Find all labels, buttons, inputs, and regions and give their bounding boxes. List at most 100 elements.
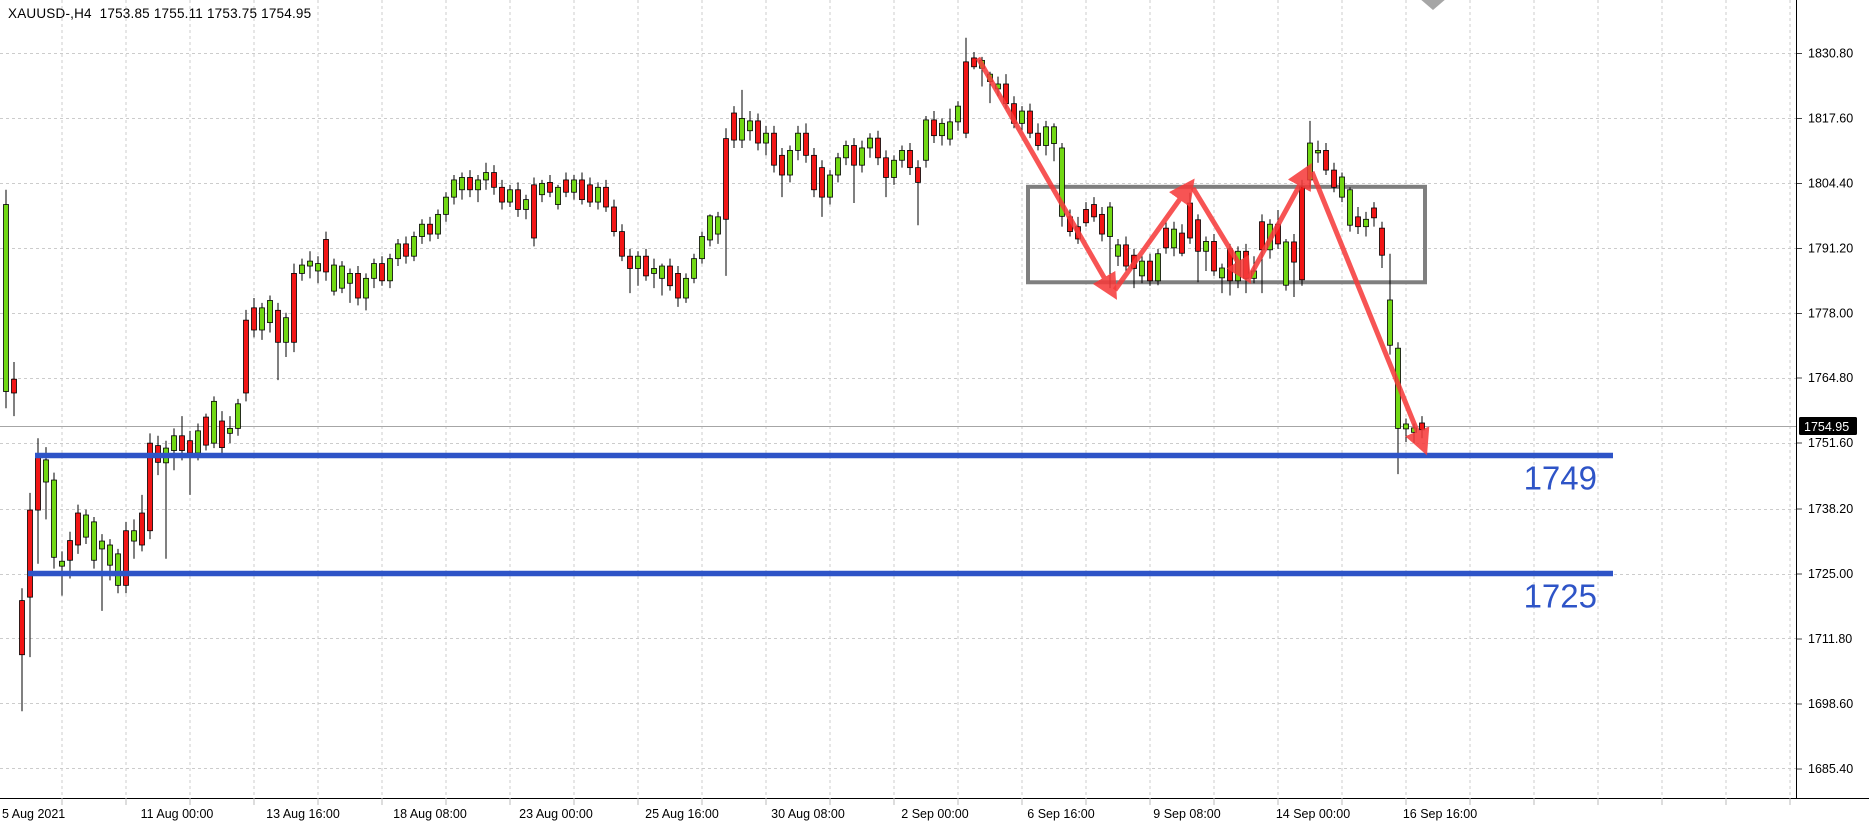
bull-candle [1115, 244, 1121, 257]
bear-candle [35, 456, 41, 511]
support-lines[interactable]: 1749 1725 [28, 452, 1613, 615]
support-line-label: 1749 [1524, 459, 1597, 496]
bull-candle [307, 260, 313, 267]
bear-candle [723, 138, 729, 220]
bull-candle [283, 317, 289, 343]
bear-candle [67, 540, 73, 561]
bull-candle [523, 199, 529, 210]
bear-candle [1379, 227, 1385, 256]
bear-candle [907, 150, 913, 169]
trend-arrow[interactable] [1309, 171, 1430, 456]
time-tick-label: 14 Sep 00:00 [1276, 807, 1350, 821]
bull-candle [923, 119, 929, 161]
bear-candle [675, 273, 681, 299]
bear-candle [579, 179, 585, 201]
bull-candle [707, 215, 713, 241]
price-tick-label: 1817.60 [1808, 111, 1853, 125]
bull-candle [195, 430, 201, 454]
bear-candle [603, 186, 609, 208]
bear-candle [963, 61, 969, 134]
bull-candle [843, 145, 849, 159]
bull-candle [1203, 241, 1209, 252]
bull-candle [1051, 126, 1057, 144]
bear-candle [931, 119, 937, 137]
bear-candle [251, 307, 257, 331]
bull-candle [651, 268, 657, 274]
bull-candle [419, 223, 425, 237]
price-tick-label: 1685.40 [1808, 762, 1853, 776]
price-scale[interactable]: 1830.80 1817.60 1804.40 1791.20 1778.00 1764.… [1797, 47, 1857, 776]
trend-arrow[interactable] [1112, 178, 1195, 292]
trend-arrow[interactable] [975, 56, 1117, 300]
bear-candle [587, 184, 593, 203]
price-tick-label: 1778.00 [1808, 306, 1853, 320]
price-tick-label: 1804.40 [1808, 176, 1853, 190]
autoscroll-icon[interactable] [1419, 0, 1447, 10]
bull-candle [1155, 253, 1161, 282]
bull-candle [107, 544, 113, 566]
bear-candle [499, 186, 505, 203]
trend-arrow[interactable] [1190, 186, 1252, 284]
trend-arrow[interactable] [1246, 162, 1312, 280]
bull-candle [211, 400, 217, 444]
bear-candle [1027, 110, 1033, 134]
current-price-tag [1799, 417, 1857, 435]
bull-candle [51, 479, 57, 558]
bull-candle [91, 521, 97, 561]
time-tick-label: 18 Aug 08:00 [393, 807, 467, 821]
bull-candle [691, 258, 697, 279]
bull-candle [1363, 218, 1369, 228]
bear-candle [275, 309, 281, 343]
bull-candle [595, 186, 601, 203]
bull-candle [395, 243, 401, 260]
bear-candle [1099, 213, 1105, 235]
chart-title: XAUUSD-,H4 1753.85 1755.11 1753.75 1754.… [8, 6, 312, 21]
bear-candle [1419, 422, 1425, 431]
bear-candle [667, 265, 673, 287]
bear-candle [563, 179, 569, 193]
consolidation-rectangle[interactable] [1026, 184, 1427, 285]
bull-candle [507, 189, 513, 203]
time-scale[interactable]: 5 Aug 2021 11 Aug 00:00 13 Aug 16:00 18 Aug… [2, 807, 1477, 821]
bear-candle [243, 319, 249, 394]
bear-candle [187, 440, 193, 454]
bear-candle [323, 239, 329, 273]
bull-candle [451, 179, 457, 198]
time-tick-label: 25 Aug 16:00 [645, 807, 719, 821]
bull-candle [571, 179, 577, 193]
bull-candle [1059, 147, 1065, 217]
bear-candle [491, 172, 497, 188]
bull-candle [827, 174, 833, 198]
price-tick-label: 1830.80 [1808, 47, 1853, 61]
bear-candle [403, 243, 409, 257]
price-tick-label: 1711.80 [1808, 632, 1852, 646]
bull-candle [699, 236, 705, 260]
bear-candle [915, 167, 921, 183]
bear-candle [1259, 221, 1265, 251]
candles-layer [3, 37, 1425, 712]
bear-candle [1179, 232, 1185, 254]
bear-candle [819, 167, 825, 198]
bull-candle [299, 264, 305, 274]
bull-candle [267, 300, 273, 324]
bear-candle [139, 512, 145, 546]
time-tick-label: 16 Sep 16:00 [1403, 807, 1477, 821]
bear-candle [619, 231, 625, 257]
bull-candle [475, 179, 481, 191]
support-line-label: 1725 [1524, 578, 1597, 615]
bull-candle [43, 459, 49, 483]
bear-candle [803, 132, 809, 156]
bear-candle [971, 57, 977, 68]
bear-candle [179, 435, 185, 451]
bull-candle [1043, 126, 1049, 146]
bear-candle [731, 112, 737, 141]
bear-candle [1195, 219, 1201, 252]
price-tick-label: 1725.00 [1808, 567, 1853, 581]
trend-arrows[interactable] [975, 56, 1430, 456]
bear-candle [1331, 169, 1337, 188]
bear-candle [811, 154, 817, 191]
current-price-value: 1754.95 [1804, 420, 1849, 434]
bear-candle [1291, 241, 1297, 263]
bull-candle [459, 177, 465, 191]
